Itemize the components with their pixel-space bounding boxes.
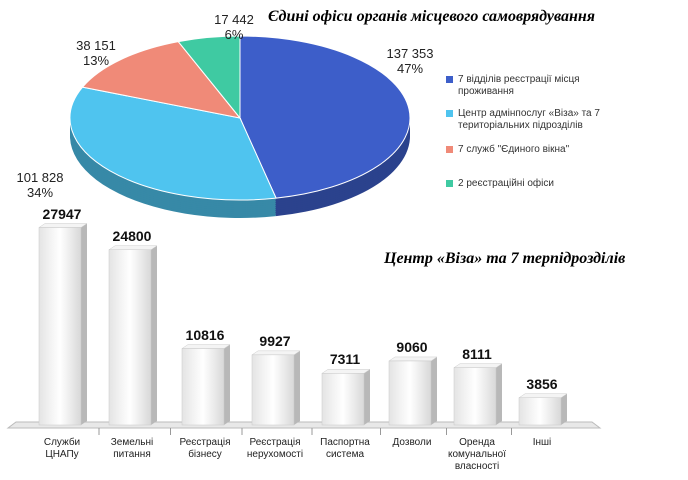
bar-value-label: 27947 [42, 205, 82, 222]
bar-side [81, 223, 87, 425]
legend-swatch [446, 110, 453, 117]
bar-value-label: 9927 [259, 332, 291, 349]
pie-percent-label: 47% [396, 61, 424, 76]
x-tick-label: Реєстрація бізнесу [179, 437, 231, 460]
bar-side [294, 350, 300, 425]
floor [6, 421, 602, 429]
bar [518, 397, 562, 426]
bar-side [364, 369, 370, 425]
bar-side [431, 356, 437, 425]
x-tick-label: Оренда комунальної власності [447, 437, 507, 472]
bar-top [181, 344, 231, 349]
bar-top [388, 356, 438, 362]
bar-top [38, 223, 88, 228]
pie-slice [81, 41, 242, 119]
legend-label: 7 відділів реєстрації місця проживання [458, 74, 580, 97]
bar-value-label: 24800 [112, 227, 152, 244]
bar-top [251, 350, 301, 356]
bar-side [224, 344, 230, 425]
bar [181, 348, 225, 426]
bar [251, 354, 295, 426]
pie-value-label: 38 151 [76, 38, 116, 53]
bar-value-label: 7311 [329, 351, 361, 368]
bar-value-label: 3856 [526, 375, 558, 392]
bar [453, 367, 497, 426]
bar-value-label: 10816 [185, 326, 225, 343]
legend-swatch [446, 146, 453, 153]
bar-top [518, 393, 568, 399]
pie-percent-label: 13% [82, 53, 110, 68]
bar-top [321, 369, 371, 374]
pie-value-label: 137 353 [386, 46, 434, 61]
x-tick-label: Паспортна система [320, 437, 370, 460]
bar-side [561, 393, 567, 425]
legend-label: 7 служб "Єдиного вікна" [458, 144, 570, 155]
bar [38, 227, 82, 426]
pie-value-label: 17 442 [214, 12, 254, 27]
pie-title: Єдині офіси органів місцевого самоврядув… [268, 8, 596, 25]
bar [321, 373, 365, 426]
legend-label: 2 реєстраційні офіси [458, 178, 554, 189]
x-tick-label: Інші [532, 437, 552, 448]
pie-slice [239, 35, 411, 199]
bar-title: Центр «Віза» та 7 терпідрозділів [384, 250, 626, 267]
bar [388, 360, 432, 426]
bar-top [453, 363, 503, 368]
legend-swatch [446, 76, 453, 83]
bar-value-label: 9060 [396, 338, 428, 355]
x-tick-label: Дозволи [392, 437, 432, 448]
x-tick-label: Земельні питання [110, 437, 154, 460]
bar-top [108, 245, 158, 250]
bar [108, 249, 152, 426]
bar-value-label: 8111 [462, 345, 492, 362]
legend-swatch [446, 180, 453, 187]
pie-slice [177, 35, 241, 120]
pie-percent-label: 6% [224, 27, 244, 42]
x-tick-label: Служби ЦНАПу [43, 437, 81, 460]
legend-label: Центр адмінпослуг «Віза» та 7 територіал… [458, 108, 600, 131]
bar-side [151, 245, 157, 425]
x-tick-label: Реєстрація нерухомості [246, 437, 304, 460]
bar-side [496, 363, 502, 425]
pie-percent-label: 34% [26, 185, 54, 200]
pie-value-label: 101 828 [16, 170, 64, 185]
